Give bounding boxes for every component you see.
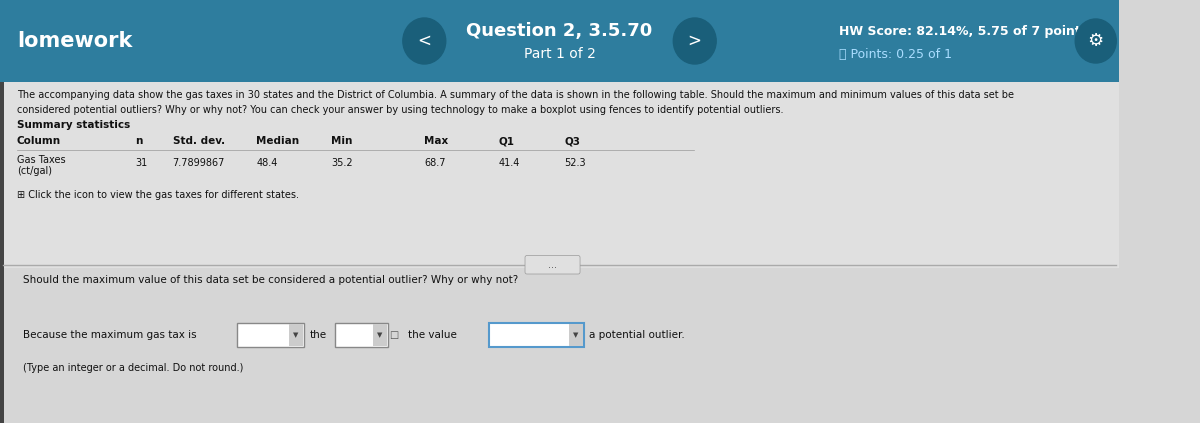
FancyBboxPatch shape [569, 324, 583, 346]
Text: Median: Median [257, 136, 300, 146]
Text: Gas Taxes: Gas Taxes [17, 155, 66, 165]
Text: Column: Column [17, 136, 61, 146]
Text: >: > [688, 32, 702, 50]
Text: Min: Min [331, 136, 353, 146]
Circle shape [403, 18, 445, 64]
FancyBboxPatch shape [0, 82, 4, 423]
Text: 35.2: 35.2 [331, 158, 353, 168]
Text: <: < [418, 32, 431, 50]
Text: ⦸ Points: 0.25 of 1: ⦸ Points: 0.25 of 1 [839, 47, 953, 60]
Text: □: □ [389, 330, 398, 340]
Text: Std. dev.: Std. dev. [173, 136, 224, 146]
FancyBboxPatch shape [4, 268, 1120, 423]
Text: Q3: Q3 [564, 136, 580, 146]
Text: (Type an integer or a decimal. Do not round.): (Type an integer or a decimal. Do not ro… [23, 363, 244, 373]
Text: HW Score: 82.14%, 5.75 of 7 points: HW Score: 82.14%, 5.75 of 7 points [839, 25, 1088, 38]
Text: 7.7899867: 7.7899867 [173, 158, 224, 168]
FancyBboxPatch shape [526, 255, 580, 274]
FancyBboxPatch shape [488, 323, 583, 347]
Text: Q1: Q1 [499, 136, 515, 146]
Text: a potential outlier.: a potential outlier. [589, 330, 685, 340]
Text: lomework: lomework [17, 31, 132, 51]
Text: 31: 31 [136, 158, 148, 168]
FancyBboxPatch shape [335, 323, 388, 347]
Text: Question 2, 3.5.70: Question 2, 3.5.70 [467, 22, 653, 40]
Text: ⊞ Click the icon to view the gas taxes for different states.: ⊞ Click the icon to view the gas taxes f… [17, 190, 299, 200]
Text: Max: Max [425, 136, 449, 146]
Text: the value: the value [408, 330, 457, 340]
FancyBboxPatch shape [373, 324, 388, 346]
Text: 68.7: 68.7 [425, 158, 446, 168]
Text: ▼: ▼ [293, 332, 299, 338]
Text: n: n [136, 136, 143, 146]
FancyBboxPatch shape [289, 324, 304, 346]
FancyBboxPatch shape [0, 0, 1120, 82]
Text: the: the [310, 330, 326, 340]
FancyBboxPatch shape [236, 323, 304, 347]
Text: The accompanying data show the gas taxes in 30 states and the District of Columb: The accompanying data show the gas taxes… [17, 90, 1014, 100]
Text: ...: ... [547, 260, 557, 270]
Circle shape [673, 18, 716, 64]
Text: 41.4: 41.4 [499, 158, 521, 168]
Text: ▼: ▼ [574, 332, 578, 338]
Text: Because the maximum gas tax is: Because the maximum gas tax is [23, 330, 197, 340]
Text: considered potential outliers? Why or why not? You can check your answer by usin: considered potential outliers? Why or wh… [17, 105, 784, 115]
FancyBboxPatch shape [4, 82, 1120, 268]
Text: Part 1 of 2: Part 1 of 2 [523, 47, 595, 61]
Circle shape [1075, 19, 1116, 63]
Text: ▼: ▼ [377, 332, 383, 338]
Text: Should the maximum value of this data set be considered a potential outlier? Why: Should the maximum value of this data se… [23, 275, 518, 285]
Text: ⚙: ⚙ [1087, 32, 1104, 50]
Text: 48.4: 48.4 [257, 158, 278, 168]
Text: 52.3: 52.3 [564, 158, 586, 168]
Text: Summary statistics: Summary statistics [17, 120, 130, 130]
Text: (ct/gal): (ct/gal) [17, 166, 52, 176]
